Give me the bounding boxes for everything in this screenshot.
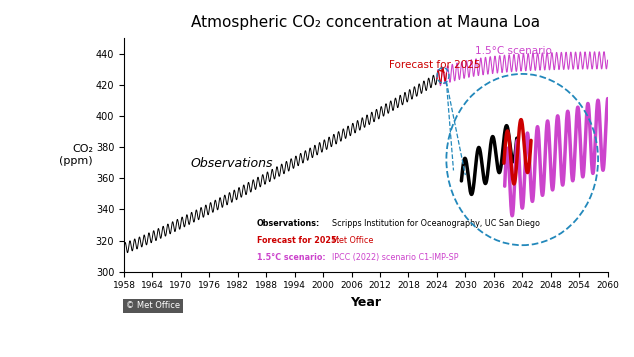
Text: Observations:: Observations:: [257, 219, 320, 228]
Text: Scripps Institution for Oceanography, UC San Diego: Scripps Institution for Oceanography, UC…: [332, 219, 540, 228]
Text: © Met Office: © Met Office: [126, 301, 180, 310]
Text: IPCC (2022) scenario C1-IMP-SP: IPCC (2022) scenario C1-IMP-SP: [332, 253, 458, 262]
Text: Met Office: Met Office: [332, 236, 373, 245]
Title: Atmospheric CO₂ concentration at Mauna Loa: Atmospheric CO₂ concentration at Mauna L…: [191, 15, 540, 30]
Text: 1.5°C scenario: 1.5°C scenario: [475, 46, 552, 56]
Y-axis label: CO₂
(ppm): CO₂ (ppm): [60, 144, 93, 166]
Text: Forecast for 2025: Forecast for 2025: [389, 60, 481, 72]
X-axis label: Year: Year: [350, 296, 381, 309]
Text: 1.5°C scenario:: 1.5°C scenario:: [257, 253, 326, 262]
Text: Observations: Observations: [190, 157, 273, 170]
Text: Forecast for 2025:: Forecast for 2025:: [257, 236, 340, 245]
